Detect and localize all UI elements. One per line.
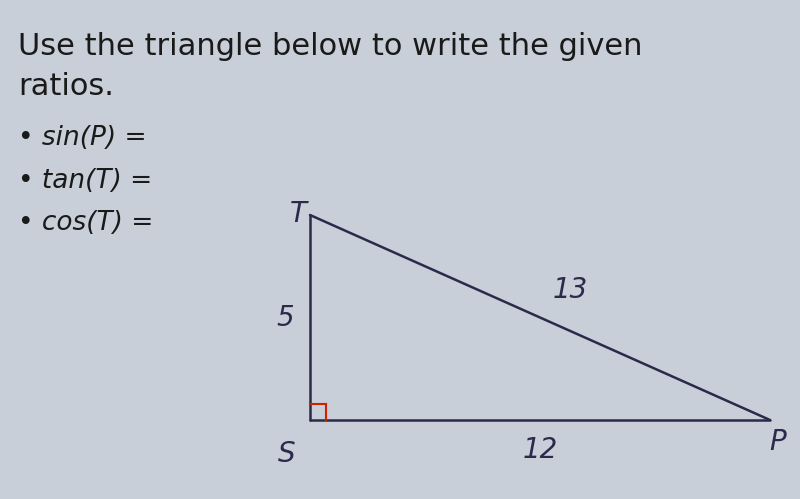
Text: • sin(P) =: • sin(P) = bbox=[18, 125, 146, 151]
Text: • cos(T) =: • cos(T) = bbox=[18, 210, 154, 236]
Text: 5: 5 bbox=[276, 304, 294, 332]
Text: S: S bbox=[278, 440, 296, 468]
Text: T: T bbox=[290, 200, 306, 228]
Text: P: P bbox=[770, 428, 786, 456]
Text: Use the triangle below to write the given: Use the triangle below to write the give… bbox=[18, 32, 642, 61]
Text: • tan(T) =: • tan(T) = bbox=[18, 168, 152, 194]
Text: 12: 12 bbox=[522, 436, 558, 464]
Text: ratios.: ratios. bbox=[18, 72, 114, 101]
Text: 13: 13 bbox=[552, 276, 588, 304]
